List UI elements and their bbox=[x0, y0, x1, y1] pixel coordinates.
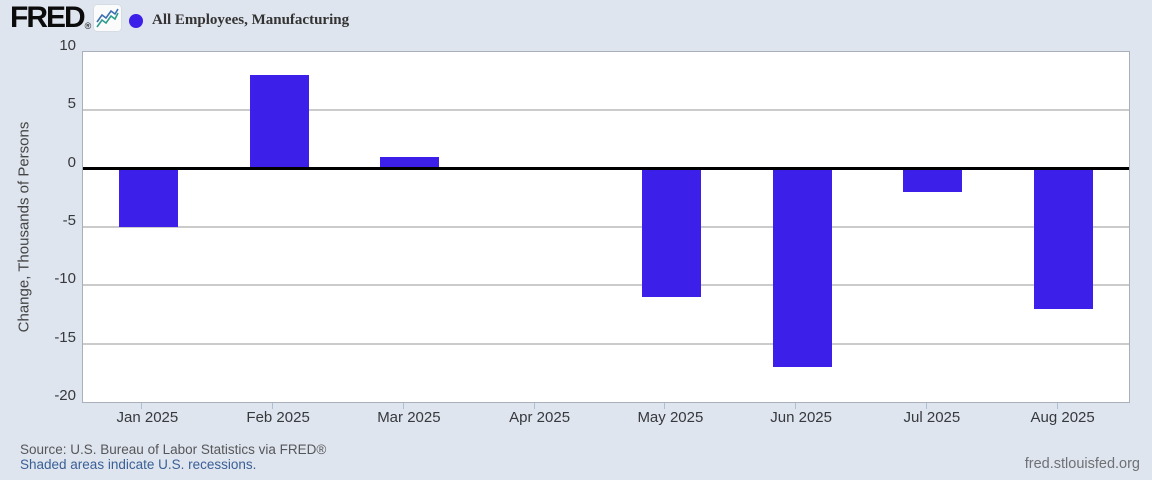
y-tick-label--10: -10 bbox=[54, 270, 76, 288]
x-tick-mark bbox=[1056, 403, 1058, 409]
x-tick-mark bbox=[402, 403, 404, 409]
x-tick-mark bbox=[141, 403, 143, 409]
y-tick-label--5: -5 bbox=[62, 212, 76, 229]
y-tick-label-5: 5 bbox=[67, 95, 76, 113]
y-tick-label--20: -20 bbox=[54, 387, 76, 404]
x-axis-tick-labels: Jan 2025 Feb 2025 Mar 2025 Apr 2025 May 2025… bbox=[82, 409, 1130, 427]
y-tick-label-0: 0 bbox=[67, 153, 76, 171]
bar-mar-2025[interactable] bbox=[380, 157, 440, 169]
gridline--5 bbox=[83, 226, 1129, 228]
series-marker-icon bbox=[129, 13, 143, 28]
y-tick-label-10: 10 bbox=[59, 37, 76, 54]
x-tick-label-jun-2025: Jun 2025 bbox=[770, 409, 832, 426]
y-axis-tick-labels: 10 5 0 -5 -10 -15 -20 bbox=[0, 38, 76, 404]
x-axis-tick-marks bbox=[82, 403, 1130, 409]
bar-jun-2025[interactable] bbox=[772, 168, 832, 367]
x-tick-label-aug-2025: Aug 2025 bbox=[1030, 409, 1095, 426]
x-tick-label-feb-2025: Feb 2025 bbox=[246, 409, 310, 426]
site-url-watermark: fred.stlouisfed.org bbox=[1024, 456, 1140, 472]
fred-logo-text: FRED bbox=[10, 1, 86, 34]
fred-logo-chart-icon bbox=[94, 5, 122, 31]
fred-logo-registered-mark: ® bbox=[84, 21, 92, 31]
x-tick-label-apr-2025: Apr 2025 bbox=[509, 409, 571, 426]
y-tick-label--15: -15 bbox=[54, 328, 76, 346]
series-legend-label: All Employees, Manufacturing bbox=[152, 12, 350, 28]
zero-line bbox=[83, 167, 1129, 171]
x-tick-mark bbox=[925, 403, 927, 409]
x-tick-label-may-2025: May 2025 bbox=[637, 409, 704, 426]
x-tick-mark bbox=[795, 403, 797, 409]
x-tick-label-mar-2025: Mar 2025 bbox=[377, 409, 441, 426]
bar-aug-2025[interactable] bbox=[1034, 168, 1094, 309]
bar-jan-2025[interactable] bbox=[118, 168, 178, 227]
x-tick-label-jul-2025: Jul 2025 bbox=[903, 409, 961, 426]
chart-legend: All Employees, Manufacturing bbox=[129, 12, 349, 29]
bar-feb-2025[interactable] bbox=[249, 75, 309, 169]
bar-jul-2025[interactable] bbox=[903, 168, 963, 192]
gridline--10 bbox=[83, 284, 1129, 287]
x-tick-mark bbox=[272, 403, 274, 409]
source-attribution: Source: U.S. Bureau of Labor Statistics … bbox=[20, 442, 327, 457]
gridline--15 bbox=[83, 342, 1129, 345]
x-tick-label-jan-2025: Jan 2025 bbox=[116, 409, 179, 426]
recession-note-link[interactable]: Shaded areas indicate U.S. recessions. bbox=[20, 457, 257, 472]
x-tick-mark bbox=[664, 403, 666, 409]
x-tick-mark bbox=[533, 403, 535, 409]
plot-area bbox=[82, 51, 1130, 403]
bar-may-2025[interactable] bbox=[641, 168, 701, 297]
gridline-5 bbox=[83, 109, 1129, 112]
fred-logo: FRED ® bbox=[10, 1, 122, 34]
